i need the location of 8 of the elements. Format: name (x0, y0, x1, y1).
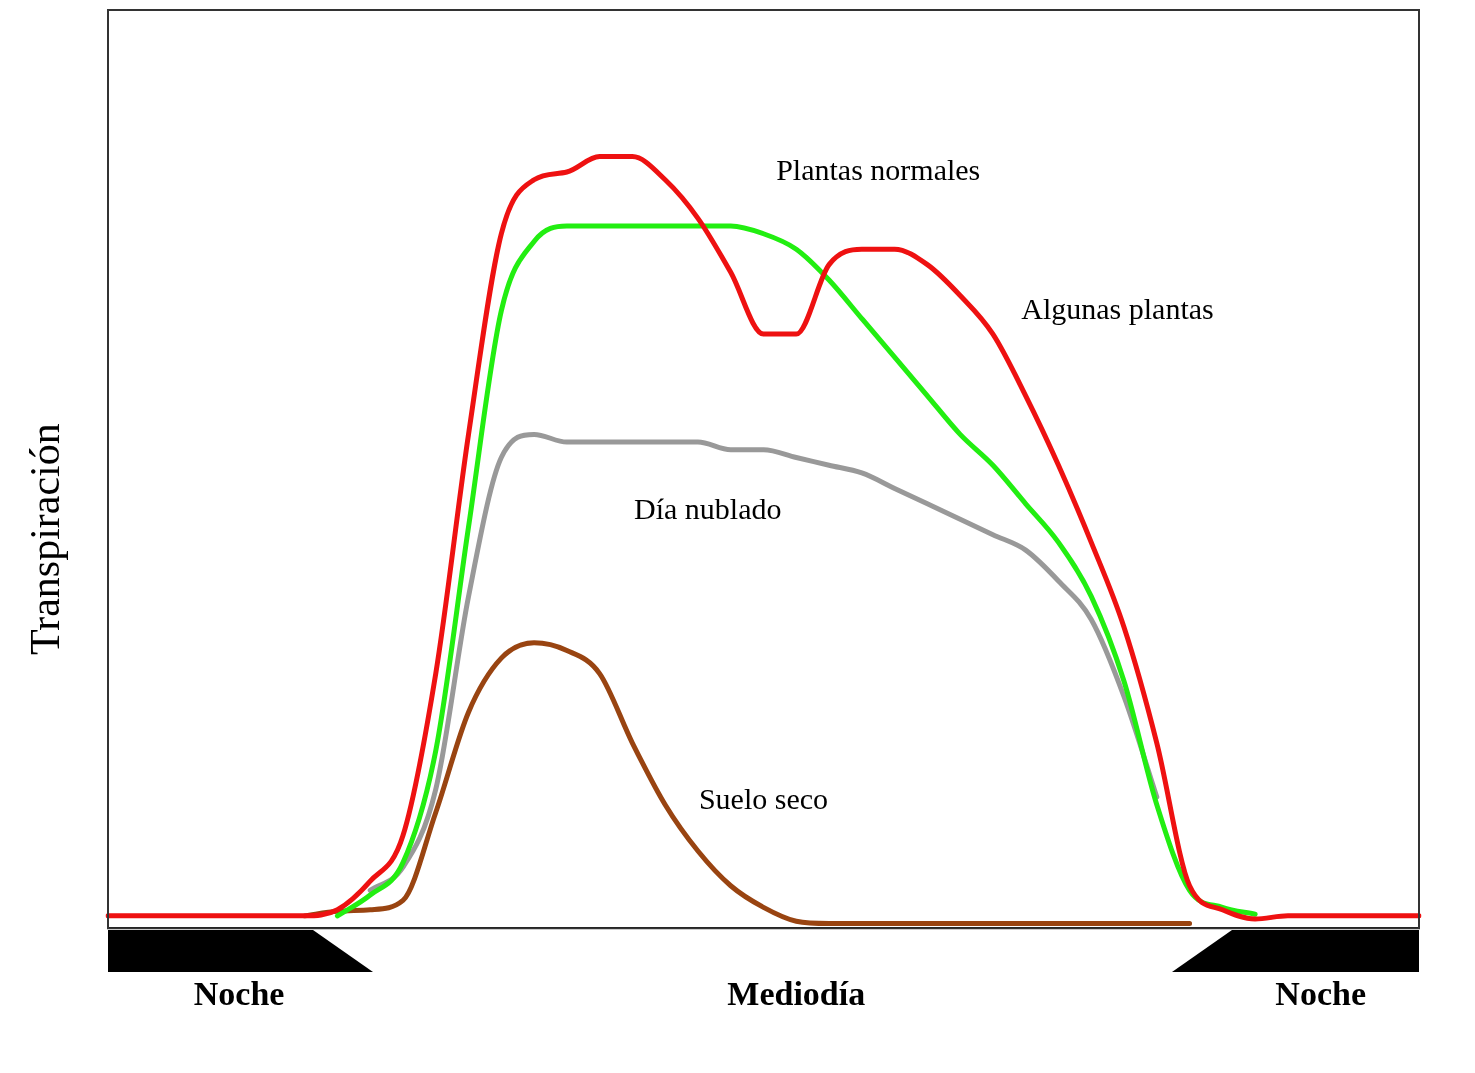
y-axis-title: Transpiración (22, 423, 69, 655)
x-tick-label: Noche (1275, 975, 1366, 1013)
series-label: Suelo seco (698, 781, 829, 815)
x-tick-label: Mediodía (727, 975, 866, 1013)
series-label: Algunas plantas (1021, 291, 1214, 325)
series-label: Día nublado (634, 492, 782, 526)
series-label: Plantas normales (776, 152, 981, 186)
x-tick-label: Noche (193, 975, 285, 1013)
